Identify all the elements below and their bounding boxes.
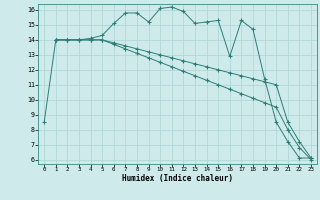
X-axis label: Humidex (Indice chaleur): Humidex (Indice chaleur): [122, 174, 233, 183]
